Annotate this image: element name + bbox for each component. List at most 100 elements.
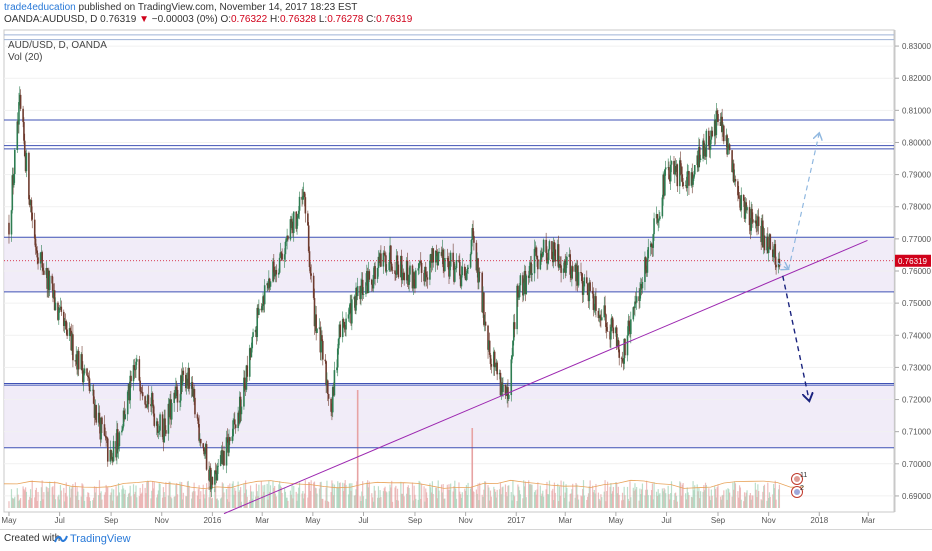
candle-body-79	[100, 417, 102, 440]
volume-bar-376	[446, 484, 448, 508]
candle-body-228	[273, 272, 276, 277]
candle-body-6	[16, 121, 19, 150]
candle-body-348	[413, 272, 415, 287]
candle-body-436	[516, 285, 518, 330]
candle-body-458	[541, 253, 543, 257]
y-tick-label-5: 0.78000	[902, 203, 931, 212]
candle-body-193	[233, 419, 235, 421]
volume-bar-32	[46, 487, 48, 508]
volume-bar-415	[490, 496, 492, 508]
candle-body-31	[45, 268, 48, 275]
volume-bar-162	[197, 489, 199, 508]
volume-bar-523	[616, 493, 619, 508]
volume-bar-174	[210, 498, 213, 508]
volume-bar-455	[537, 482, 539, 508]
volume-bar-65	[83, 500, 86, 508]
volume-bar-41	[57, 496, 59, 508]
candle-body-147	[180, 375, 182, 401]
volume-bar-559	[658, 494, 660, 508]
volume-bar-281	[336, 487, 338, 508]
candle-body-587	[691, 172, 694, 185]
volume-bar-617	[726, 499, 728, 508]
candle-body-310	[368, 271, 371, 280]
author-link[interactable]: trade4education	[4, 2, 76, 13]
volume-bar-556	[655, 491, 658, 508]
volume-bar-96	[121, 489, 123, 508]
volume-bar-291	[347, 494, 350, 508]
candle-body-240	[287, 235, 289, 240]
volume-bar-370	[438, 490, 440, 508]
candle-body-71	[92, 389, 94, 391]
candle-body-641	[754, 220, 757, 223]
volume-bar-131	[161, 497, 164, 508]
legend-volume[interactable]: Vol (20)	[8, 52, 43, 63]
candle-body-634	[745, 202, 748, 211]
volume-bar-384	[455, 488, 457, 508]
volume-bar-505	[595, 483, 597, 508]
volume-bar-59	[77, 491, 79, 508]
candle-body-353	[419, 261, 421, 264]
candle-body-481	[568, 254, 571, 257]
footer-brand[interactable]: TradingView	[70, 533, 131, 545]
volume-bar-138	[169, 481, 171, 508]
candle-body-492	[581, 273, 583, 282]
candle-body-500	[589, 282, 591, 291]
volume-bar-380	[450, 483, 452, 508]
candle-body-493	[581, 281, 584, 295]
volume-bar-374	[443, 498, 445, 508]
candle-body-475	[560, 265, 562, 273]
volume-bar-26	[39, 500, 42, 508]
candle-body-76	[97, 412, 100, 423]
volume-bar-399	[472, 490, 474, 508]
volume-bar-419	[495, 497, 497, 508]
candle-body-322	[383, 252, 386, 255]
candle-body-136	[167, 403, 170, 434]
volume-bar-655	[769, 496, 771, 508]
volume-bar-288	[343, 483, 345, 508]
candle-body-398	[471, 228, 474, 240]
candle-body-407	[482, 292, 484, 313]
candle-body-102	[127, 384, 130, 392]
candle-body-618	[727, 147, 729, 155]
volume-bar-287	[342, 491, 345, 508]
volume-bar-187	[226, 499, 228, 508]
candle-body-622	[732, 163, 734, 172]
candle-body-221	[266, 283, 268, 286]
candle-body-646	[760, 225, 762, 243]
volume-bar-411	[487, 485, 489, 508]
candle-body-385	[455, 260, 458, 269]
candle-body-649	[762, 235, 765, 248]
volume-bar-570	[670, 481, 673, 508]
candle-body-497	[586, 283, 589, 295]
volume-bar-598	[704, 490, 706, 508]
candle-body-485	[571, 266, 574, 272]
volume-bar-266	[318, 488, 321, 508]
candle-body-5	[13, 149, 16, 175]
candle-body-142	[174, 392, 176, 399]
volume-bar-305	[362, 496, 365, 508]
volume-bar-651	[766, 500, 768, 508]
candle-body-229	[274, 269, 277, 277]
candle-body-210	[252, 332, 254, 337]
y-tick-label-10: 0.73000	[902, 363, 931, 372]
candle-body-433	[512, 340, 514, 357]
candle-body-109	[135, 361, 137, 370]
volume-bar-272	[325, 487, 327, 508]
volume-bar-10	[20, 498, 22, 508]
volume-bar-24	[36, 500, 38, 508]
volume-bar-520	[612, 486, 614, 508]
volume-bar-449	[530, 484, 532, 508]
volume-bar-430	[508, 485, 510, 508]
volume-bar-528	[622, 499, 624, 508]
candle-body-597	[703, 140, 705, 157]
volume-bar-385	[455, 498, 458, 508]
volume-bar-576	[679, 481, 681, 508]
legend-main[interactable]: AUD/USD, D, OANDA	[8, 40, 107, 51]
volume-bar-602	[709, 496, 711, 508]
volume-bar-533	[628, 500, 630, 508]
volume-bar-322	[383, 488, 385, 508]
volume-bar-587	[691, 497, 693, 508]
candle-body-253	[302, 191, 305, 196]
volume-bar-14	[24, 487, 27, 508]
